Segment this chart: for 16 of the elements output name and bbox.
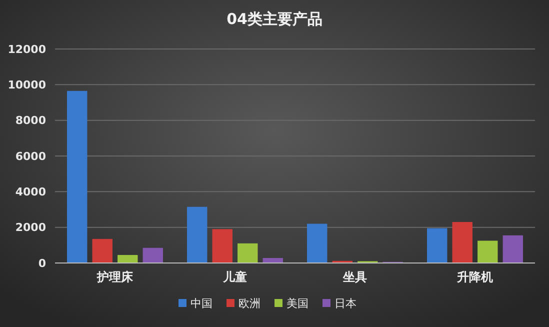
y-tick-label: 12000 (8, 42, 46, 56)
y-tick-label: 6000 (15, 150, 46, 163)
legend-label: 欧洲 (238, 297, 260, 310)
x-tick-label: 儿童 (222, 270, 247, 284)
legend-label: 中国 (190, 297, 212, 310)
y-tick-label: 0 (38, 256, 46, 270)
x-tick-label: 升降机 (456, 270, 493, 284)
legend-label: 日本 (334, 297, 356, 310)
y-tick-label: 4000 (15, 186, 46, 199)
x-tick-label: 坐具 (342, 270, 367, 284)
x-tick-label: 护理床 (96, 270, 134, 284)
chart-title: 04类主要产品 (226, 10, 322, 28)
legend-label: 美国 (286, 297, 308, 310)
y-tick-label: 8000 (15, 114, 46, 128)
y-tick-label: 2000 (15, 221, 46, 234)
y-tick-label: 10000 (8, 78, 46, 92)
